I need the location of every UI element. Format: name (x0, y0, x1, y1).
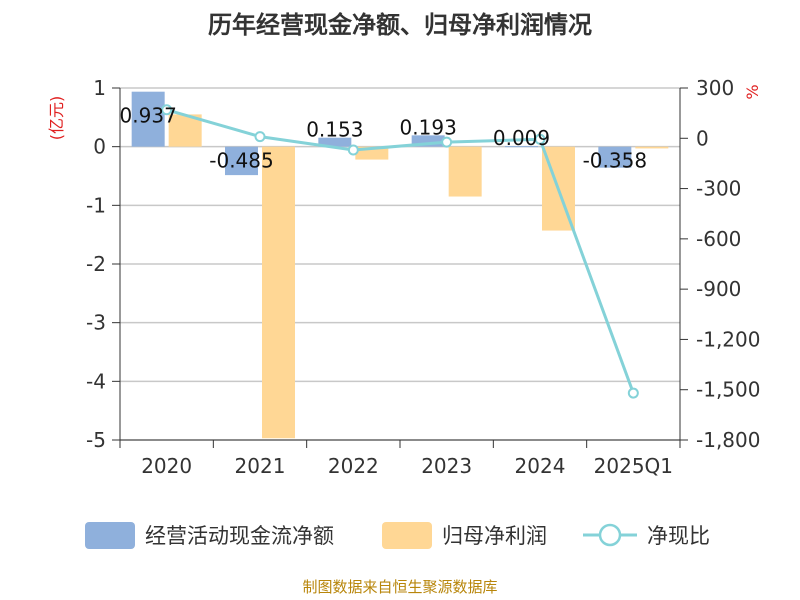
x-tick-label: 2021 (235, 454, 286, 478)
ratio-point (534, 133, 546, 145)
left-tick-label: -5 (86, 428, 106, 452)
cashflow-data-label: 0.193 (400, 115, 457, 139)
right-tick-label: -300 (696, 177, 741, 201)
net-profit-bar (262, 146, 295, 439)
net-profit-bar (448, 146, 482, 197)
legend-ratio-label: 净现比 (647, 524, 710, 548)
source-note: 制图数据来自恒生聚源数据库 (302, 578, 497, 596)
cashflow-data-label: 0.937 (120, 104, 177, 128)
cashflow-bar (225, 146, 258, 176)
cashflow-bar (505, 146, 538, 148)
ratio-point (161, 104, 173, 116)
legend-net-profit-label: 归母净利润 (442, 524, 547, 548)
chart-title: 历年经营现金净额、归母净利润情况 (208, 11, 592, 39)
cashflow-data-label: -0.485 (209, 149, 273, 173)
ratio-point (347, 144, 359, 156)
cashflow-data-label: 0.009 (493, 126, 550, 150)
legend: 经营活动现金流净额 归母净利润 净现比 (85, 522, 710, 549)
x-tick-label: 2023 (421, 454, 472, 478)
ratio-line-path (166, 108, 635, 394)
right-tick-label: -900 (696, 277, 741, 301)
x-tick-label: 2025Q1 (594, 454, 673, 478)
right-tick-label: -1,500 (696, 378, 760, 402)
left-tick-label: 1 (93, 76, 106, 100)
left-axis-unit: (亿元) (47, 96, 66, 141)
legend-cashflow-label: 经营活动现金流净额 (145, 524, 334, 548)
left-tick-label: -4 (86, 369, 106, 393)
ratio-point (254, 131, 266, 143)
cashflow-bar (411, 135, 445, 147)
right-tick-label: -600 (696, 227, 741, 251)
cashflow-bar (318, 137, 352, 147)
right-axis-unit: % (743, 84, 762, 99)
cashflow-data-label: -0.358 (583, 149, 647, 173)
cashflow-data-label: 0.153 (306, 118, 363, 142)
ratio-point (627, 387, 639, 399)
cashflow-bar (131, 91, 165, 147)
x-tick-label: 2020 (141, 454, 192, 478)
bars (131, 91, 669, 439)
left-tick-label: -3 (86, 311, 106, 335)
right-tick-label: -1,800 (696, 428, 760, 452)
ratio-point (441, 136, 453, 148)
left-tick-label: 0 (93, 135, 106, 159)
gridlines (120, 87, 680, 441)
x-tick-label: 2024 (515, 454, 566, 478)
x-tick-label: 2022 (328, 454, 379, 478)
cashflow-bar (598, 146, 632, 168)
right-tick-label: 0 (696, 126, 709, 150)
legend-net-profit-swatch (382, 522, 432, 549)
legend-cashflow-swatch (85, 522, 135, 549)
net-profit-bar (635, 146, 669, 149)
right-tick-label: -1,200 (696, 327, 760, 351)
data-labels: 0.937 -0.485 0.153 0.193 0.009 -0.358 (120, 104, 648, 173)
legend-ratio-marker (598, 523, 622, 547)
axes: 1 0 -1 -2 -3 -4 -5 300 0 -300 -600 -900 -1,200 -1,500… (86, 76, 760, 478)
ratio-line (161, 104, 639, 399)
left-tick-label: -2 (86, 252, 106, 276)
right-tick-label: 300 (696, 76, 734, 100)
left-tick-label: -1 (86, 193, 106, 217)
